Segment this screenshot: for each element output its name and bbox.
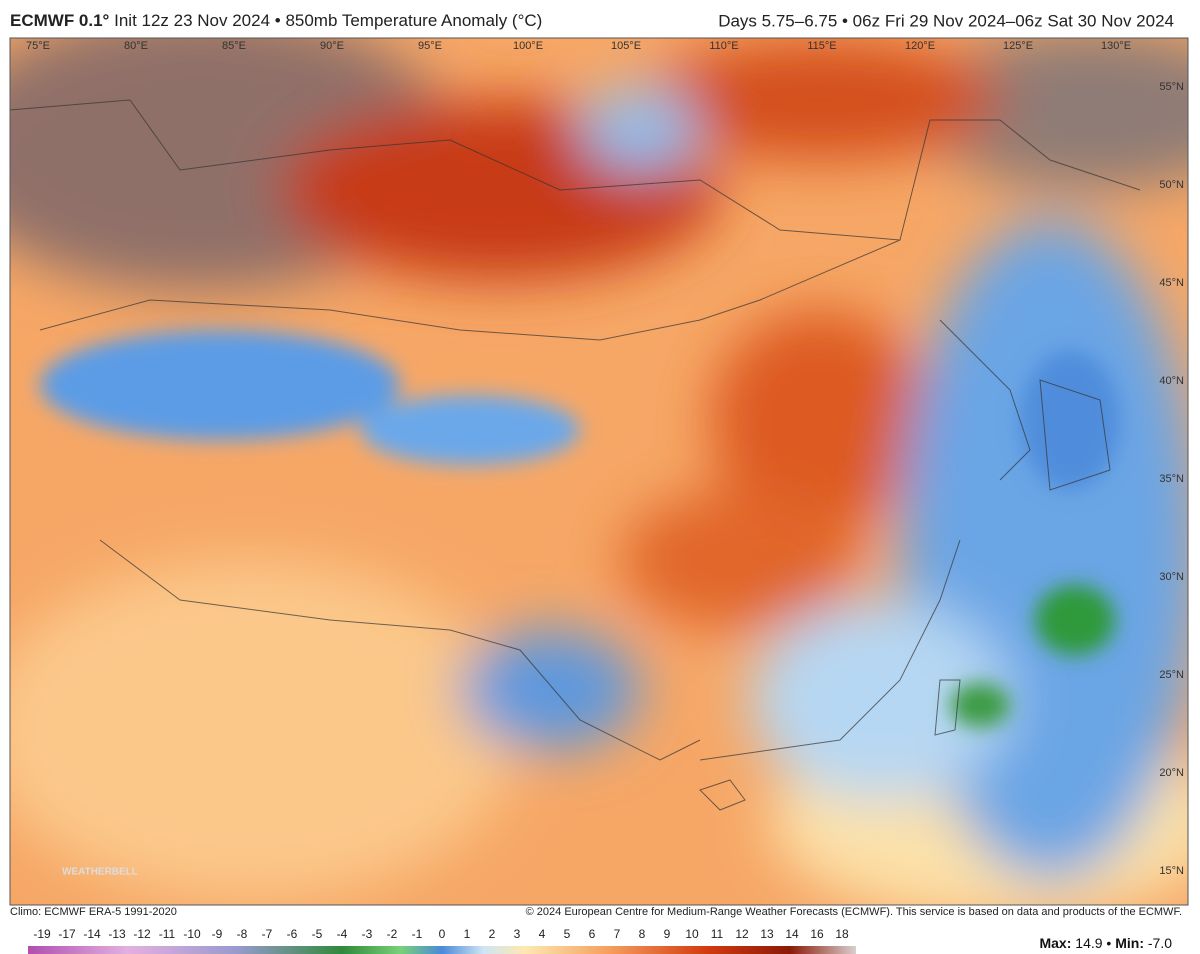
max-min: Max: 14.9 • Min: -7.0	[1039, 935, 1172, 951]
colorbar-label: -3	[362, 927, 373, 941]
lat-label: 15°N	[1159, 865, 1184, 877]
max: 14.9	[1075, 935, 1102, 951]
colorbar-label: 1	[464, 927, 471, 941]
colorbar-label: 14	[785, 927, 799, 941]
colorbar-label: -10	[183, 927, 201, 941]
map	[10, 38, 1188, 905]
colorbar-label: 7	[614, 927, 621, 941]
colorbar-label: 10	[685, 927, 699, 941]
lat-label: 55°N	[1159, 81, 1184, 93]
colorbar-label: 0	[439, 927, 446, 941]
colorbar	[28, 946, 856, 954]
climo: Climo: ECMWF ERA-5 1991-2020	[10, 906, 177, 918]
lon-label: 95°E	[418, 40, 442, 52]
min: -7.0	[1148, 935, 1172, 951]
colorbar-label: 12	[735, 927, 749, 941]
logo: WEATHERBELL	[62, 867, 138, 878]
colorbar-label: 18	[835, 927, 849, 941]
colorbar-label: -12	[133, 927, 151, 941]
lon-label: 90°E	[320, 40, 344, 52]
lat-label: 30°N	[1159, 571, 1184, 583]
lon-label: 115°E	[807, 40, 836, 52]
colorbar-label: -4	[337, 927, 348, 941]
colorbar-label: 13	[760, 927, 774, 941]
colorbar-label: -5	[312, 927, 323, 941]
map-frame	[9, 37, 1189, 906]
colorbar-label: 3	[514, 927, 521, 941]
colorbar-label: 4	[539, 927, 546, 941]
colorbar-label: -9	[212, 927, 223, 941]
colorbar-label: 16	[810, 927, 824, 941]
colorbar-label: 2	[489, 927, 496, 941]
colorbar-label: 6	[589, 927, 596, 941]
colorbar-label: -19	[33, 927, 51, 941]
colorbar-label: 8	[639, 927, 646, 941]
valid-time: Days 5.75–6.75 • 06z Fri 29 Nov 2024–06z…	[718, 11, 1174, 30]
lon-label: 125°E	[1003, 40, 1033, 52]
lat-label: 45°N	[1159, 277, 1184, 289]
colorbar-label: -14	[83, 927, 101, 941]
colorbar-label: -13	[108, 927, 126, 941]
lat-label: 20°N	[1159, 767, 1184, 779]
lon-label: 105°E	[611, 40, 641, 52]
sep: •	[1106, 935, 1111, 951]
lon-label: 120°E	[905, 40, 935, 52]
lat-label: 50°N	[1159, 179, 1184, 191]
lon-label: 110°E	[709, 40, 738, 52]
lat-label: 35°N	[1159, 473, 1184, 485]
lon-label: 75°E	[26, 40, 50, 52]
colorbar-label: -8	[237, 927, 248, 941]
lon-label: 80°E	[124, 40, 148, 52]
colorbar-label: 9	[664, 927, 671, 941]
lat-label: 40°N	[1159, 375, 1184, 387]
colorbar-label: -6	[287, 927, 298, 941]
colorbar-label: -2	[387, 927, 398, 941]
min-label: Min:	[1115, 935, 1144, 951]
colorbar-label: 11	[711, 927, 724, 941]
lat-label: 25°N	[1159, 669, 1184, 681]
borders	[10, 99, 1141, 811]
colorbar-label: -11	[159, 927, 176, 941]
lon-label: 85°E	[222, 40, 246, 52]
lon-label: 130°E	[1101, 40, 1131, 52]
colorbar-label: 5	[564, 927, 571, 941]
max-label: Max:	[1039, 935, 1071, 951]
model: ECMWF 0.1°	[10, 11, 110, 30]
colorbar-label: -17	[58, 927, 76, 941]
colorbar-label: -7	[262, 927, 273, 941]
title: Init 12z 23 Nov 2024 • 850mb Temperature…	[114, 11, 542, 30]
credit: © 2024 European Centre for Medium-Range …	[526, 906, 1182, 918]
lon-label: 100°E	[513, 40, 543, 52]
colorbar-label: -1	[412, 927, 423, 941]
header-left: ECMWF 0.1° Init 12z 23 Nov 2024 • 850mb …	[10, 11, 542, 30]
